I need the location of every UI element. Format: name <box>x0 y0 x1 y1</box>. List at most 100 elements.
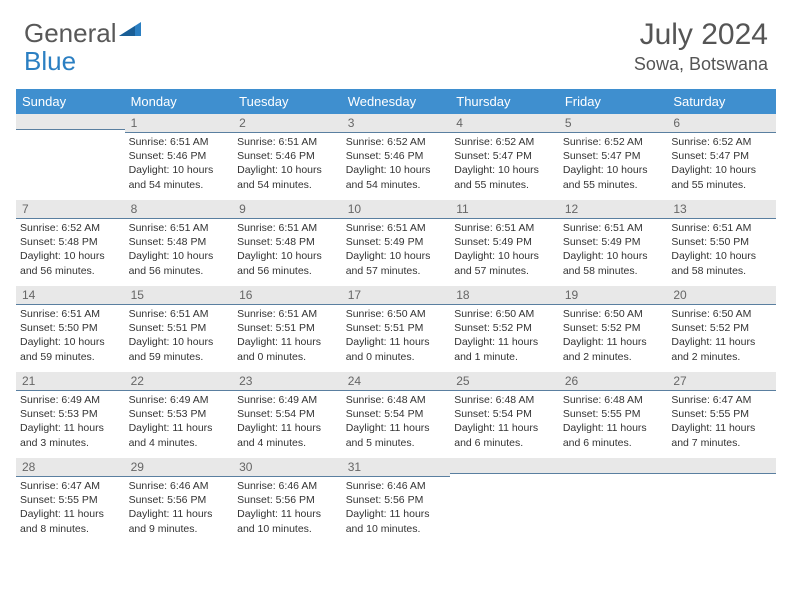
day-number: 14 <box>16 286 125 305</box>
day-number: 12 <box>559 200 668 219</box>
calendar-cell: 9Sunrise: 6:51 AMSunset: 5:48 PMDaylight… <box>233 200 342 286</box>
day-number: 30 <box>233 458 342 477</box>
calendar-cell: 28Sunrise: 6:47 AMSunset: 5:55 PMDayligh… <box>16 458 125 544</box>
location-text: Sowa, Botswana <box>634 54 768 75</box>
day-number <box>450 458 559 474</box>
day-number: 7 <box>16 200 125 219</box>
day-details: Sunrise: 6:52 AMSunset: 5:47 PMDaylight:… <box>450 133 559 196</box>
calendar-cell <box>450 458 559 544</box>
calendar-cell: 14Sunrise: 6:51 AMSunset: 5:50 PMDayligh… <box>16 286 125 372</box>
day-details: Sunrise: 6:46 AMSunset: 5:56 PMDaylight:… <box>233 477 342 540</box>
day-number: 4 <box>450 114 559 133</box>
day-details: Sunrise: 6:51 AMSunset: 5:50 PMDaylight:… <box>16 305 125 368</box>
calendar-cell: 23Sunrise: 6:49 AMSunset: 5:54 PMDayligh… <box>233 372 342 458</box>
day-details: Sunrise: 6:50 AMSunset: 5:52 PMDaylight:… <box>667 305 776 368</box>
day-details: Sunrise: 6:52 AMSunset: 5:46 PMDaylight:… <box>342 133 451 196</box>
calendar-cell: 17Sunrise: 6:50 AMSunset: 5:51 PMDayligh… <box>342 286 451 372</box>
day-details: Sunrise: 6:51 AMSunset: 5:49 PMDaylight:… <box>342 219 451 282</box>
calendar-cell: 6Sunrise: 6:52 AMSunset: 5:47 PMDaylight… <box>667 114 776 200</box>
calendar-cell: 19Sunrise: 6:50 AMSunset: 5:52 PMDayligh… <box>559 286 668 372</box>
day-details: Sunrise: 6:50 AMSunset: 5:51 PMDaylight:… <box>342 305 451 368</box>
calendar-cell: 24Sunrise: 6:48 AMSunset: 5:54 PMDayligh… <box>342 372 451 458</box>
calendar-cell: 8Sunrise: 6:51 AMSunset: 5:48 PMDaylight… <box>125 200 234 286</box>
calendar-cell <box>16 114 125 200</box>
calendar-row: 14Sunrise: 6:51 AMSunset: 5:50 PMDayligh… <box>16 286 776 372</box>
day-details: Sunrise: 6:52 AMSunset: 5:47 PMDaylight:… <box>559 133 668 196</box>
day-details: Sunrise: 6:51 AMSunset: 5:49 PMDaylight:… <box>559 219 668 282</box>
calendar-cell: 16Sunrise: 6:51 AMSunset: 5:51 PMDayligh… <box>233 286 342 372</box>
day-number: 13 <box>667 200 776 219</box>
day-details: Sunrise: 6:48 AMSunset: 5:54 PMDaylight:… <box>450 391 559 454</box>
day-details: Sunrise: 6:47 AMSunset: 5:55 PMDaylight:… <box>667 391 776 454</box>
day-details: Sunrise: 6:51 AMSunset: 5:51 PMDaylight:… <box>233 305 342 368</box>
day-details: Sunrise: 6:49 AMSunset: 5:54 PMDaylight:… <box>233 391 342 454</box>
day-number <box>16 114 125 130</box>
logo-text-gray: General <box>24 18 117 49</box>
day-number: 19 <box>559 286 668 305</box>
day-number: 25 <box>450 372 559 391</box>
day-number <box>667 458 776 474</box>
calendar-row: 7Sunrise: 6:52 AMSunset: 5:48 PMDaylight… <box>16 200 776 286</box>
day-number: 20 <box>667 286 776 305</box>
calendar-cell: 15Sunrise: 6:51 AMSunset: 5:51 PMDayligh… <box>125 286 234 372</box>
calendar-cell: 20Sunrise: 6:50 AMSunset: 5:52 PMDayligh… <box>667 286 776 372</box>
day-details: Sunrise: 6:48 AMSunset: 5:55 PMDaylight:… <box>559 391 668 454</box>
day-number: 10 <box>342 200 451 219</box>
day-number: 5 <box>559 114 668 133</box>
day-number: 15 <box>125 286 234 305</box>
weekday-header: Saturday <box>667 89 776 114</box>
day-number: 2 <box>233 114 342 133</box>
calendar-cell: 12Sunrise: 6:51 AMSunset: 5:49 PMDayligh… <box>559 200 668 286</box>
calendar-cell: 5Sunrise: 6:52 AMSunset: 5:47 PMDaylight… <box>559 114 668 200</box>
calendar-cell: 13Sunrise: 6:51 AMSunset: 5:50 PMDayligh… <box>667 200 776 286</box>
calendar-cell: 22Sunrise: 6:49 AMSunset: 5:53 PMDayligh… <box>125 372 234 458</box>
logo-text-blue: Blue <box>24 46 76 77</box>
day-details: Sunrise: 6:51 AMSunset: 5:48 PMDaylight:… <box>233 219 342 282</box>
month-title: July 2024 <box>634 18 768 52</box>
day-details: Sunrise: 6:49 AMSunset: 5:53 PMDaylight:… <box>16 391 125 454</box>
day-details: Sunrise: 6:51 AMSunset: 5:48 PMDaylight:… <box>125 219 234 282</box>
weekday-header: Wednesday <box>342 89 451 114</box>
weekday-header: Friday <box>559 89 668 114</box>
day-details: Sunrise: 6:50 AMSunset: 5:52 PMDaylight:… <box>559 305 668 368</box>
day-details: Sunrise: 6:52 AMSunset: 5:48 PMDaylight:… <box>16 219 125 282</box>
calendar-cell: 30Sunrise: 6:46 AMSunset: 5:56 PMDayligh… <box>233 458 342 544</box>
weekday-header: Monday <box>125 89 234 114</box>
weekday-header: Sunday <box>16 89 125 114</box>
day-details: Sunrise: 6:51 AMSunset: 5:49 PMDaylight:… <box>450 219 559 282</box>
day-number: 3 <box>342 114 451 133</box>
day-number: 24 <box>342 372 451 391</box>
day-number: 27 <box>667 372 776 391</box>
calendar-cell: 10Sunrise: 6:51 AMSunset: 5:49 PMDayligh… <box>342 200 451 286</box>
day-details: Sunrise: 6:50 AMSunset: 5:52 PMDaylight:… <box>450 305 559 368</box>
header: General July 2024 Sowa, Botswana <box>0 0 792 83</box>
day-number: 8 <box>125 200 234 219</box>
day-number: 6 <box>667 114 776 133</box>
day-number: 31 <box>342 458 451 477</box>
day-details: Sunrise: 6:47 AMSunset: 5:55 PMDaylight:… <box>16 477 125 540</box>
calendar-table: SundayMondayTuesdayWednesdayThursdayFrid… <box>16 89 776 544</box>
day-number: 28 <box>16 458 125 477</box>
calendar-row: 21Sunrise: 6:49 AMSunset: 5:53 PMDayligh… <box>16 372 776 458</box>
logo-arrow-icon <box>119 12 141 43</box>
calendar-row: 1Sunrise: 6:51 AMSunset: 5:46 PMDaylight… <box>16 114 776 200</box>
day-details: Sunrise: 6:51 AMSunset: 5:50 PMDaylight:… <box>667 219 776 282</box>
calendar-cell: 31Sunrise: 6:46 AMSunset: 5:56 PMDayligh… <box>342 458 451 544</box>
day-details: Sunrise: 6:46 AMSunset: 5:56 PMDaylight:… <box>342 477 451 540</box>
calendar-cell: 7Sunrise: 6:52 AMSunset: 5:48 PMDaylight… <box>16 200 125 286</box>
day-number: 17 <box>342 286 451 305</box>
calendar-cell: 18Sunrise: 6:50 AMSunset: 5:52 PMDayligh… <box>450 286 559 372</box>
calendar-cell: 21Sunrise: 6:49 AMSunset: 5:53 PMDayligh… <box>16 372 125 458</box>
title-block: July 2024 Sowa, Botswana <box>634 18 768 75</box>
calendar-cell <box>559 458 668 544</box>
day-number: 22 <box>125 372 234 391</box>
weekday-header: Thursday <box>450 89 559 114</box>
calendar-cell <box>667 458 776 544</box>
day-number: 16 <box>233 286 342 305</box>
day-details: Sunrise: 6:49 AMSunset: 5:53 PMDaylight:… <box>125 391 234 454</box>
day-details: Sunrise: 6:51 AMSunset: 5:46 PMDaylight:… <box>125 133 234 196</box>
calendar-cell: 1Sunrise: 6:51 AMSunset: 5:46 PMDaylight… <box>125 114 234 200</box>
calendar-body: 1Sunrise: 6:51 AMSunset: 5:46 PMDaylight… <box>16 114 776 544</box>
calendar-cell: 26Sunrise: 6:48 AMSunset: 5:55 PMDayligh… <box>559 372 668 458</box>
day-number: 29 <box>125 458 234 477</box>
